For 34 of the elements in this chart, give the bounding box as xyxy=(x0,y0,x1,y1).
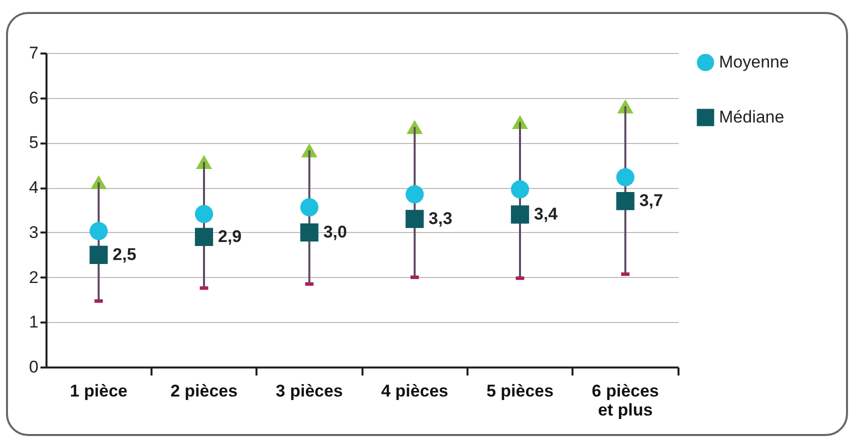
x-tick-label: 4 pièces xyxy=(381,382,448,400)
y-tick-label: 5 xyxy=(29,133,38,152)
point xyxy=(510,205,530,224)
data-label: 3,0 xyxy=(323,222,347,242)
data-label: 3,7 xyxy=(639,191,663,210)
legend-label: Médiane xyxy=(719,108,784,126)
x-tick-label: 2 pièces xyxy=(170,382,238,400)
point xyxy=(406,185,424,204)
point xyxy=(300,198,318,216)
point xyxy=(90,222,108,240)
data-label: 2,9 xyxy=(218,226,242,246)
point xyxy=(616,168,634,186)
x-tick-label: 1 pièce xyxy=(70,382,128,400)
point xyxy=(300,223,318,242)
point xyxy=(510,180,530,198)
y-tick-label: 7 xyxy=(29,44,38,62)
data-label: 2,5 xyxy=(112,244,136,264)
y-tick-label: 0 xyxy=(29,358,38,376)
y-tick-label: 6 xyxy=(29,88,38,108)
x-tick-label: 3 pièces xyxy=(276,382,343,400)
point xyxy=(194,204,214,224)
x-tick-label: 6 pièces et plus xyxy=(592,382,659,420)
data-label: 3,3 xyxy=(428,208,452,228)
data-label: 3,4 xyxy=(534,204,558,224)
point xyxy=(90,246,108,264)
legend-label: Moyenne xyxy=(719,52,789,72)
x-tick-label: 5 pièces xyxy=(486,382,554,400)
point xyxy=(616,192,634,210)
point xyxy=(194,228,214,246)
y-tick-label: 3 xyxy=(29,222,38,242)
point xyxy=(406,210,424,228)
y-tick-label: 4 xyxy=(29,178,38,198)
y-tick-label: 2 xyxy=(29,268,38,287)
y-tick-label: 1 xyxy=(29,312,38,332)
